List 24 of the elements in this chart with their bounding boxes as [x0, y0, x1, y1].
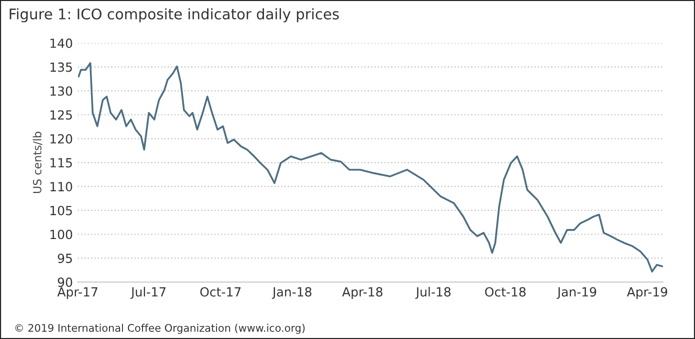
y-tick-label: 95 [58, 254, 72, 264]
x-tick-label: Jan-19 [556, 287, 596, 299]
y-tick-label: 120 [50, 134, 72, 144]
line-series [78, 62, 664, 272]
y-tick-label: 130 [50, 86, 72, 96]
x-tick-label: Oct-17 [200, 287, 241, 297]
y-tick-label: 90 [58, 278, 72, 287]
x-tick-label: Apr-18 [342, 287, 382, 300]
y-tick-label: 125 [50, 110, 72, 120]
text: © 2019 International Coffee Organization (www.ico.org) [15, 324, 305, 334]
y-axis-title: US cents/lb [32, 132, 42, 193]
y-tick-label: 105 [50, 206, 72, 216]
x-tick-label: Oct-18 [485, 287, 526, 297]
y-tick-label: 140 [50, 38, 72, 48]
y-tick-label: 115 [50, 158, 72, 168]
x-tick-label: Jul-17 [130, 286, 166, 299]
x-tick-label: Apr-19 [626, 287, 668, 300]
x-tick-label: Apr-17 [57, 287, 98, 300]
x-tick-label: Jan-18 [272, 287, 312, 299]
y-tick-label: 110 [50, 182, 72, 192]
y-tick-label: 135 [50, 62, 72, 72]
x-tick-label: Jul-18 [415, 286, 451, 299]
y-tick-label: 100 [50, 230, 72, 240]
chart-title: Figure 1: ICO composite indicator daily prices [10, 8, 339, 22]
